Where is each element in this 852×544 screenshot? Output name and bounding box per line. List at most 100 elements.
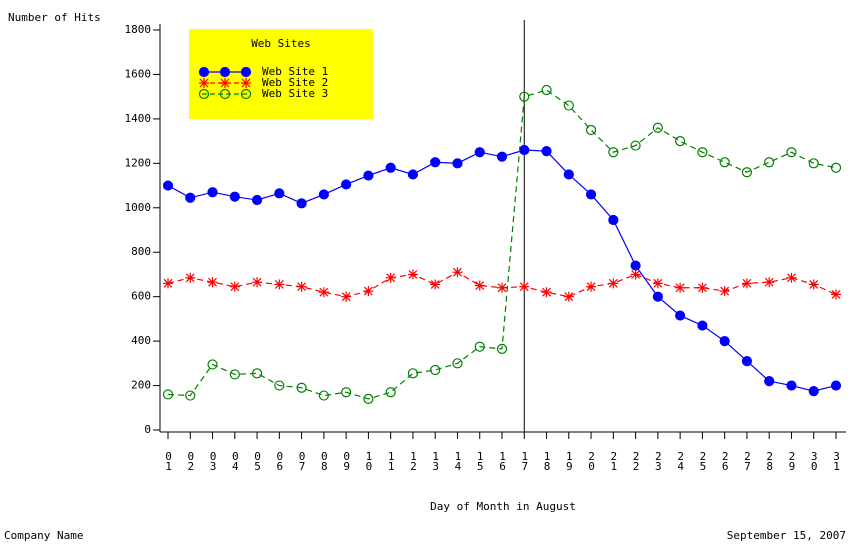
marker-stroke [230, 282, 240, 292]
marker [198, 66, 210, 78]
marker-dot [219, 88, 231, 100]
marker [519, 281, 530, 292]
legend-label: Web Site 1 [262, 65, 328, 78]
y-tick-label: 1400 [125, 112, 152, 125]
marker-stroke [430, 280, 440, 289]
marker-dot [585, 189, 597, 200]
marker-stroke [653, 278, 663, 288]
marker [786, 147, 797, 158]
y-tick-label: 1800 [125, 23, 152, 36]
marker [199, 78, 209, 88]
x-tick-label: 29 [785, 450, 798, 470]
marker-dot [719, 157, 730, 168]
x-tick-label: 30 [808, 450, 821, 470]
marker [519, 144, 530, 156]
footnote-left: Company Name [4, 529, 83, 542]
x-axis-label: Day of Month in August [430, 500, 576, 513]
marker [229, 369, 240, 380]
marker-dot [198, 66, 210, 78]
legend-label: Web Site 2 [262, 76, 328, 89]
y-tick-label: 400 [131, 334, 151, 347]
x-tick-label: 15 [474, 450, 487, 470]
marker [608, 214, 619, 226]
marker-dot [519, 144, 530, 156]
marker-dot [452, 358, 463, 369]
marker [240, 66, 252, 78]
marker-dot [185, 192, 196, 203]
y-tick-label: 1000 [125, 201, 152, 214]
marker-dot [675, 136, 686, 147]
marker [697, 282, 708, 293]
marker-stroke [241, 78, 251, 88]
marker-dot [162, 180, 174, 191]
x-tick-label: 05 [251, 450, 264, 470]
marker [675, 310, 686, 321]
marker [675, 282, 686, 293]
marker [163, 278, 173, 289]
marker-dot [741, 356, 753, 367]
x-tick-label: 16 [496, 450, 509, 470]
marker-dot [474, 147, 485, 158]
x-tick-label: 04 [229, 450, 242, 470]
marker [185, 272, 196, 283]
marker-dot [719, 336, 730, 347]
x-tick-label: 06 [273, 450, 286, 470]
x-tick-label: 11 [385, 450, 398, 470]
marker-dot [207, 187, 218, 198]
marker-dot [541, 84, 552, 96]
marker-stroke [720, 286, 730, 296]
marker [675, 136, 686, 147]
marker-dot [251, 194, 263, 206]
x-tick-label: 20 [585, 450, 598, 470]
marker-stroke [497, 283, 507, 293]
footnote-right: September 15, 2007 [727, 529, 846, 542]
marker-dot [764, 376, 775, 387]
marker [452, 158, 463, 169]
marker-dot [563, 100, 574, 111]
marker-dot [296, 382, 307, 393]
marker [474, 280, 485, 291]
marker-dot [741, 167, 753, 178]
marker [563, 169, 574, 180]
marker [741, 356, 753, 367]
marker-stroke [220, 78, 230, 88]
x-tick-label: 18 [541, 450, 554, 470]
marker-dot [162, 389, 174, 400]
y-tick-label: 1600 [125, 67, 152, 80]
marker-dot [652, 291, 663, 302]
x-tick-label: 25 [696, 450, 709, 470]
marker [430, 364, 441, 376]
marker [341, 179, 352, 190]
marker-dot [496, 151, 508, 162]
marker [586, 281, 597, 292]
marker-stroke [809, 280, 819, 289]
marker [452, 358, 463, 369]
marker-dot [786, 380, 797, 391]
marker [207, 277, 218, 288]
marker-dot [318, 390, 329, 401]
marker-dot [496, 343, 508, 354]
marker-dot [240, 66, 252, 78]
x-tick-label: 13 [429, 450, 442, 470]
marker [385, 162, 396, 173]
x-tick-label: 31 [830, 450, 843, 470]
marker-dot [363, 170, 374, 181]
marker [808, 158, 819, 169]
marker [341, 291, 352, 302]
marker-dot [229, 191, 240, 202]
legend-label: Web Site 3 [262, 87, 328, 100]
marker [341, 387, 352, 398]
marker-stroke [319, 287, 329, 297]
marker [207, 359, 218, 370]
x-tick-label: 23 [652, 450, 665, 470]
marker-dot [363, 393, 374, 404]
y-axis-label: Number of Hits [8, 11, 101, 24]
marker [808, 386, 819, 397]
marker-stroke [764, 277, 774, 287]
marker-dot [219, 66, 231, 78]
marker [496, 343, 508, 354]
marker-dot [385, 162, 396, 173]
marker [219, 88, 231, 100]
marker [220, 78, 230, 88]
marker-dot [185, 390, 196, 401]
